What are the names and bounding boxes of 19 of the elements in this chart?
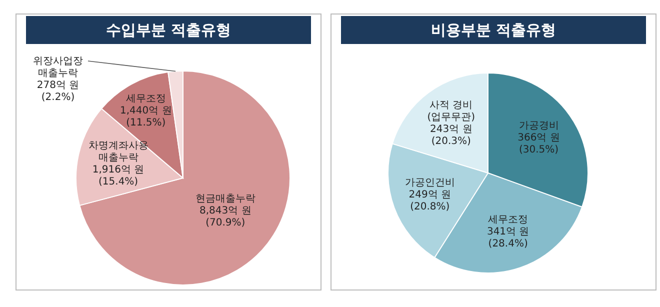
slice-label: 가공인건비 xyxy=(404,177,455,188)
data-label: 1,916억 원 (15.4%) xyxy=(92,164,144,188)
data-label: 249억 원 (20.8%) xyxy=(408,189,451,212)
slice-label: 세무조정 xyxy=(126,93,166,104)
data-label: 8,843억 원 (70.9%) xyxy=(199,205,252,228)
slice-label: 세무조정 xyxy=(488,214,528,226)
data-label: 341억 원 (28.4%) xyxy=(486,226,530,250)
data-label: 1,440억 원 (11.5%) xyxy=(120,105,172,128)
slice-label: 사적 경비 (업무무관) xyxy=(427,100,476,123)
data-label: 366억 원 (30.5%) xyxy=(518,132,560,156)
data-label: 243억 원 (20.3%) xyxy=(430,124,472,147)
slice-label: 가공경비 xyxy=(518,120,559,132)
chart-title: 수입부분 적출유형 xyxy=(106,21,232,39)
slice-label: 현금매출누락 xyxy=(195,193,256,204)
slice-label: 차명계좌사용 매출누락 xyxy=(88,140,148,164)
data-label: 278억 원 (2.2%) xyxy=(36,80,80,103)
pie-slice xyxy=(79,70,290,286)
chart-title: 비용부분 적출유형 xyxy=(430,21,556,39)
slice-label: 위장사업장 매출누락 xyxy=(33,56,83,79)
